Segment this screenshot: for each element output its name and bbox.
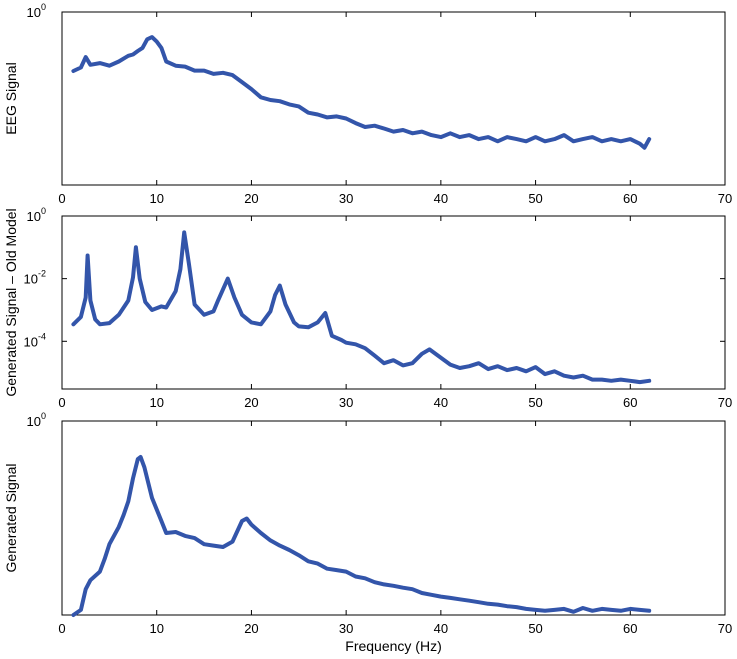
x-tick-label: 20 bbox=[244, 621, 258, 636]
x-tick-label: 0 bbox=[58, 621, 65, 636]
y-axis-label: Generated Signal – Old Model bbox=[3, 208, 19, 396]
x-tick-label: 10 bbox=[149, 191, 163, 206]
y-tick-label-base: 10 bbox=[27, 414, 41, 429]
x-tick-label: 40 bbox=[434, 621, 448, 636]
x-tick-label: 40 bbox=[434, 191, 448, 206]
x-tick-label: 30 bbox=[339, 621, 353, 636]
x-tick-label: 60 bbox=[623, 191, 637, 206]
x-tick-label: 20 bbox=[244, 395, 258, 410]
x-tick-label: 10 bbox=[149, 395, 163, 410]
y-tick-label: 100 bbox=[27, 2, 46, 20]
plot-frame bbox=[61, 215, 726, 390]
y-tick-label: 100 bbox=[27, 206, 46, 224]
x-tick-label: 40 bbox=[434, 395, 448, 410]
x-axis-label: Frequency (Hz) bbox=[345, 638, 441, 654]
x-tick-label: 10 bbox=[149, 621, 163, 636]
series-line bbox=[71, 35, 652, 150]
y-axis-label: EEG Signal bbox=[3, 62, 19, 134]
y-axis-label: Generated Signal bbox=[3, 464, 19, 573]
y-tick-label: 100 bbox=[27, 411, 46, 429]
y-tick-label-exponent: 0 bbox=[41, 2, 46, 12]
x-tick-label: 60 bbox=[623, 621, 637, 636]
x-tick-label: 0 bbox=[58, 395, 65, 410]
y-tick-label: 10-4 bbox=[24, 331, 46, 349]
y-tick-label-exponent: 0 bbox=[41, 206, 46, 216]
x-tick-label: 0 bbox=[58, 191, 65, 206]
x-tick-label: 20 bbox=[244, 191, 258, 206]
x-tick-label: 70 bbox=[718, 395, 732, 410]
y-tick-label-exponent: -2 bbox=[38, 269, 46, 279]
series-line bbox=[71, 230, 652, 385]
x-tick-label: 50 bbox=[528, 621, 542, 636]
plot-frame bbox=[61, 11, 726, 186]
y-tick-label-exponent: 0 bbox=[41, 411, 46, 421]
x-tick-label: 50 bbox=[528, 191, 542, 206]
x-tick-label: 30 bbox=[339, 395, 353, 410]
x-tick-label: 30 bbox=[339, 191, 353, 206]
y-tick-label-base: 10 bbox=[24, 272, 38, 287]
plot-frame bbox=[61, 420, 726, 616]
series-line bbox=[71, 455, 652, 617]
y-tick-label-base: 10 bbox=[27, 5, 41, 20]
y-tick-label: 10-2 bbox=[24, 269, 46, 287]
y-tick-label-exponent: -4 bbox=[38, 331, 46, 341]
x-tick-label: 70 bbox=[718, 621, 732, 636]
x-tick-label: 60 bbox=[623, 395, 637, 410]
y-tick-label-base: 10 bbox=[27, 209, 41, 224]
x-tick-label: 50 bbox=[528, 395, 542, 410]
x-tick-label: 70 bbox=[718, 191, 732, 206]
y-tick-label-base: 10 bbox=[24, 334, 38, 349]
